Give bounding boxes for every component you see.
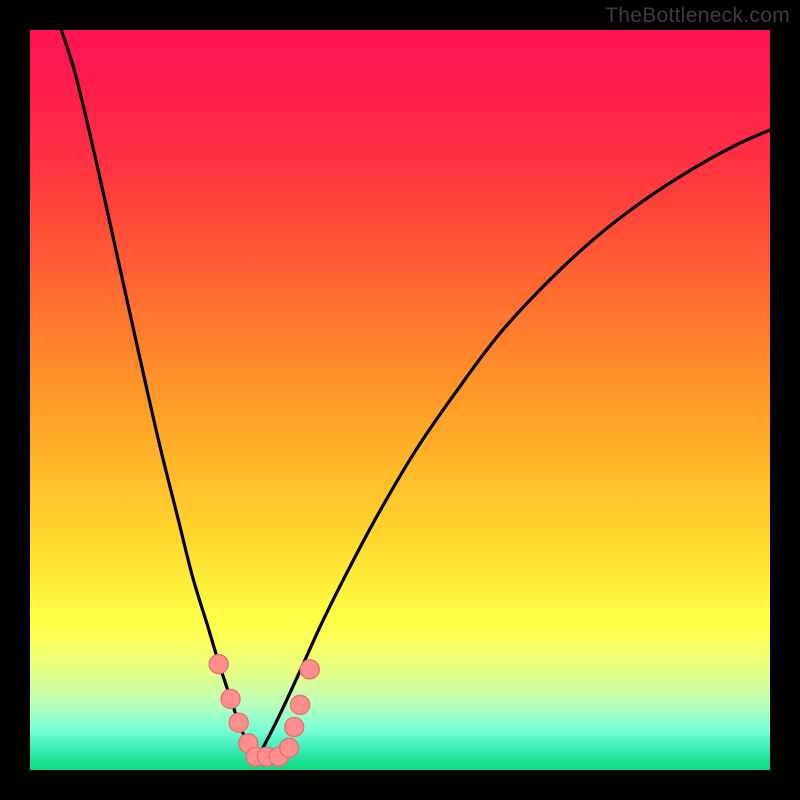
data-marker — [285, 718, 304, 737]
watermark-text: TheBottleneck.com — [605, 4, 790, 28]
chart-svg — [0, 0, 800, 800]
data-marker — [221, 689, 240, 708]
data-marker — [209, 655, 228, 674]
data-marker — [229, 713, 248, 732]
chart-root: TheBottleneck.com — [0, 0, 800, 800]
data-marker — [300, 660, 319, 679]
data-marker — [291, 695, 310, 714]
data-marker — [280, 738, 299, 757]
plot-background — [30, 30, 770, 770]
